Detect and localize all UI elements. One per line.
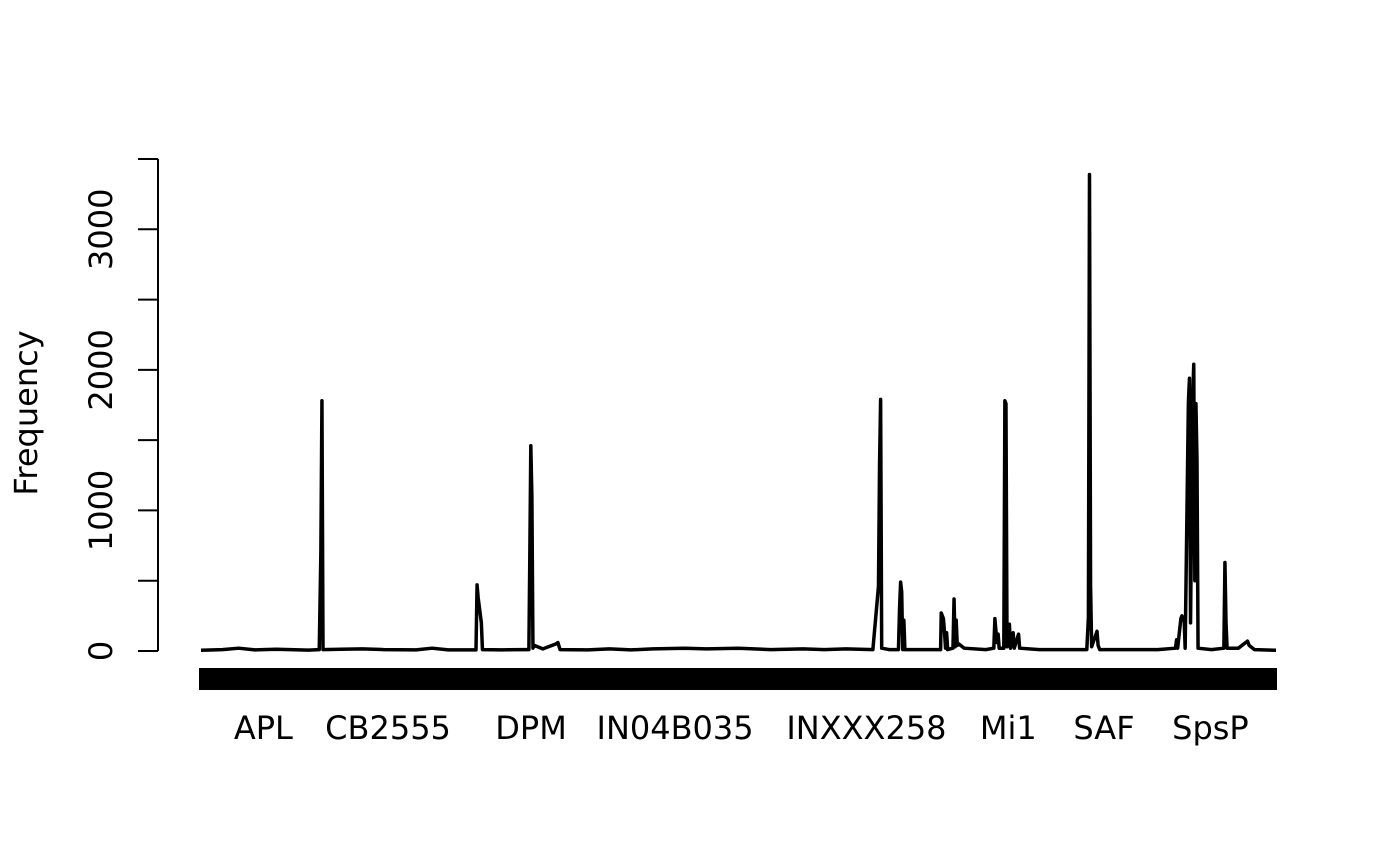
x-category-label: SpsP (1172, 709, 1249, 747)
x-category-label: CB2555 (325, 709, 451, 747)
y-axis: 0 1000 2000 3000 (82, 158, 159, 661)
y-tick-label: 2000 (82, 329, 120, 410)
y-tick-label: 1000 (82, 470, 120, 551)
x-category-label: DPM (495, 709, 567, 747)
y-tick-label: 0 (82, 641, 120, 661)
x-category-labels: APL CB2555 DPM IN04B035 INXXX258 Mi1 SAF SpsP (234, 709, 1249, 747)
series-layer (200, 172, 1277, 653)
x-category-label: IN04B035 (597, 709, 754, 747)
category-rug-bar (199, 668, 1277, 690)
x-category-label: Mi1 (980, 709, 1037, 747)
x-category-label: INXXX258 (786, 709, 946, 747)
y-axis-title: Frequency (7, 330, 45, 495)
series-line (200, 172, 1277, 653)
x-category-label: APL (234, 709, 293, 747)
y-tick-label: 3000 (82, 189, 120, 270)
x-category-label: SAF (1073, 709, 1134, 747)
